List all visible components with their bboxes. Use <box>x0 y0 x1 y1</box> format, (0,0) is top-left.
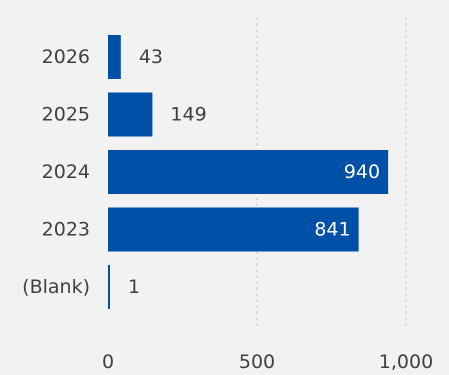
category-label: 2023 <box>42 219 90 241</box>
data-label: 940 <box>344 161 380 183</box>
bar[interactable] <box>108 265 110 309</box>
bar[interactable] <box>108 150 389 194</box>
category-label: 2025 <box>42 104 90 126</box>
data-label: 841 <box>314 219 350 241</box>
category-label: 2024 <box>42 161 90 183</box>
x-tick-label: 0 <box>102 351 114 373</box>
category-label: (Blank) <box>22 276 90 298</box>
x-tick-label: 1,000 <box>379 351 433 373</box>
bar[interactable] <box>108 207 359 252</box>
bar[interactable] <box>108 35 121 79</box>
data-label: 43 <box>139 46 163 68</box>
bar[interactable] <box>108 92 153 137</box>
category-label: 2026 <box>42 46 90 68</box>
data-label: 1 <box>128 276 140 298</box>
x-tick-label: 500 <box>239 351 275 373</box>
data-label: 149 <box>170 104 206 126</box>
